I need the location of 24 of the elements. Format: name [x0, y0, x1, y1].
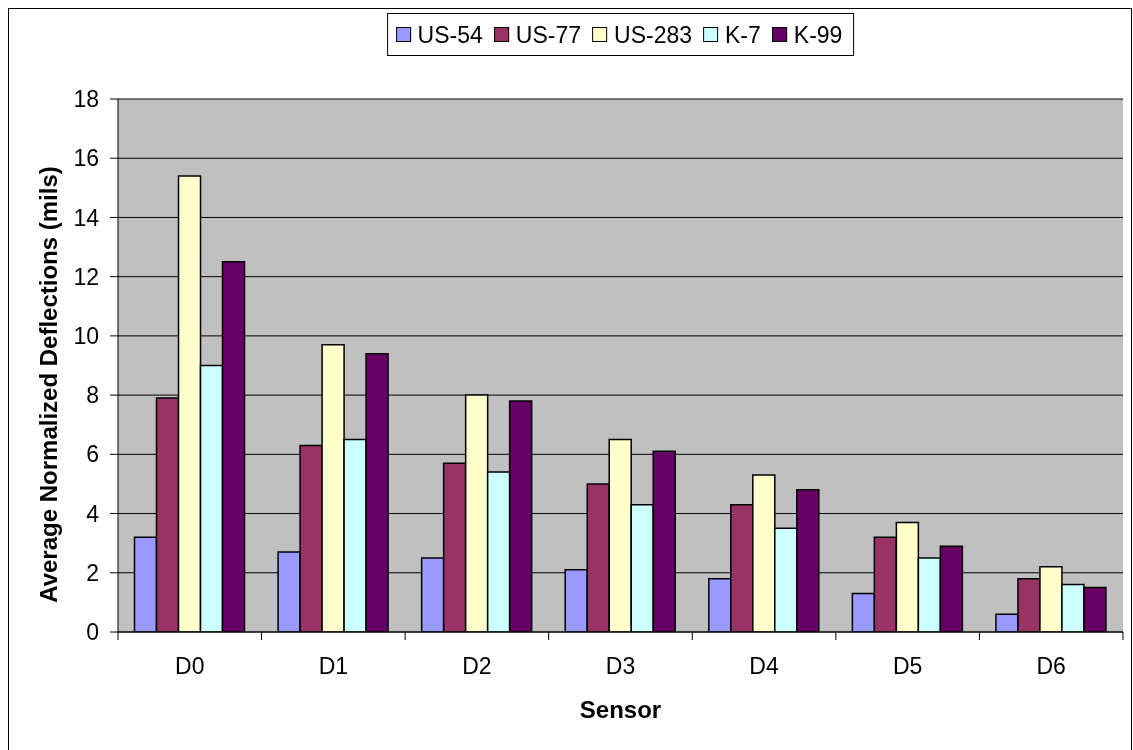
- y-tick-label: 2: [86, 559, 99, 586]
- x-axis-title: Sensor: [579, 696, 662, 723]
- x-tick-label: D2: [462, 653, 492, 679]
- y-tick-label: 12: [73, 263, 99, 290]
- y-tick-label: 10: [73, 323, 99, 350]
- y-tick-label: 18: [73, 86, 99, 113]
- y-tick-label: 4: [86, 500, 100, 527]
- legend-label: K-7: [725, 21, 761, 48]
- legend-label: US-77: [515, 21, 582, 48]
- x-tick-label: D0: [175, 653, 205, 679]
- x-tick-label: D4: [749, 653, 779, 679]
- x-tick-label: D1: [318, 653, 349, 679]
- y-tick-label: 6: [86, 441, 99, 468]
- legend-label: US-283: [614, 21, 692, 48]
- legend-label: US-54: [417, 21, 483, 48]
- legend-label: K-99: [793, 21, 843, 48]
- x-tick-label: D6: [1036, 653, 1066, 679]
- x-tick-label: D5: [892, 653, 923, 679]
- y-tick-label: 0: [86, 619, 99, 646]
- y-axis-title: Average Normalized Deflections (mils): [34, 166, 62, 603]
- y-tick-label: 8: [86, 382, 99, 409]
- y-tick-label: 14: [73, 204, 100, 231]
- x-tick-label: D3: [605, 653, 636, 679]
- y-tick-label: 16: [73, 145, 99, 172]
